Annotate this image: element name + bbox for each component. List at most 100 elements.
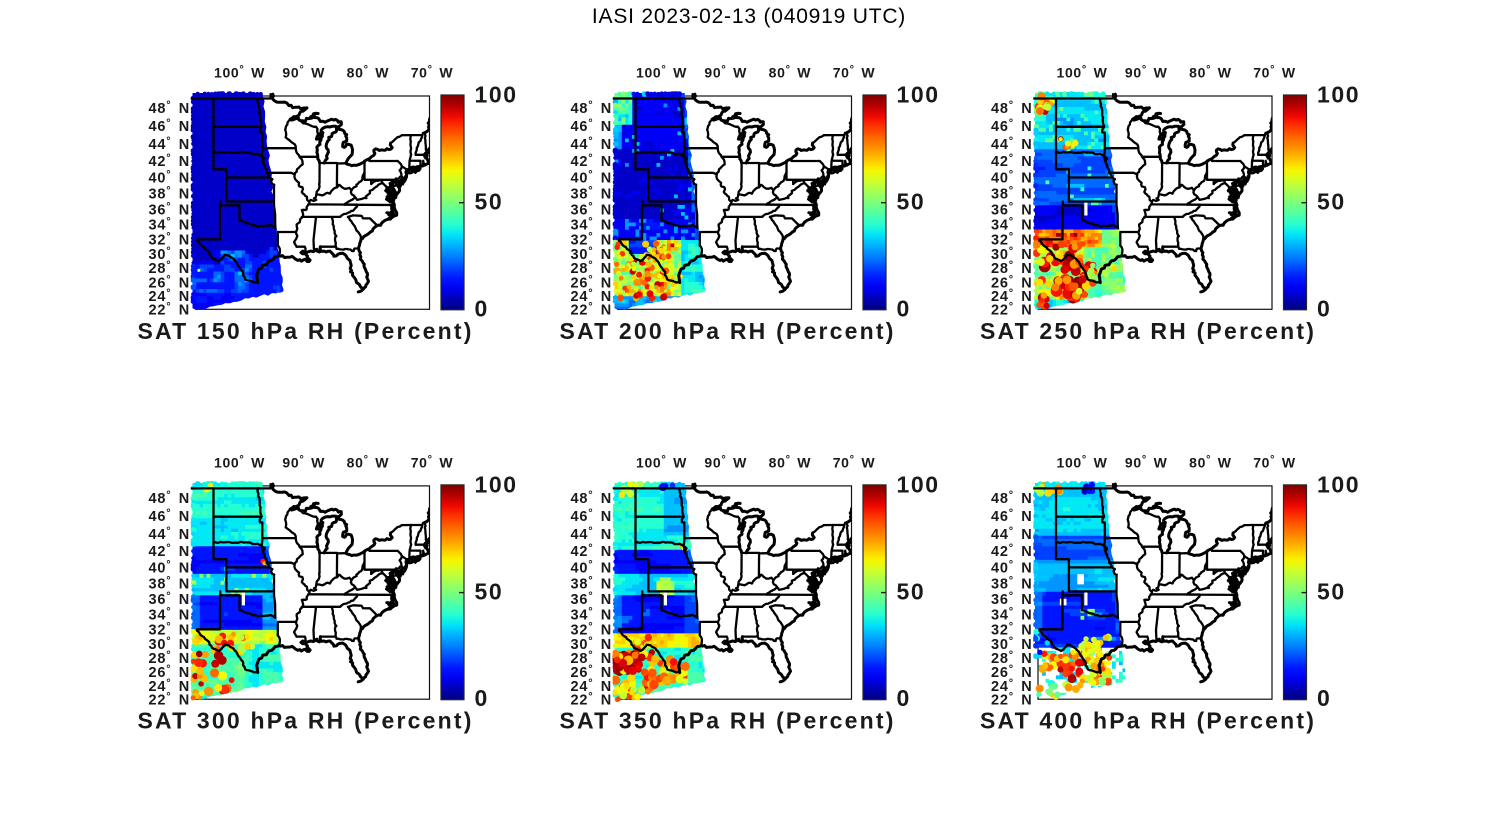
svg-text:80° W: 80° W [769, 454, 812, 471]
svg-text:90° W: 90° W [1125, 64, 1168, 81]
svg-text:80° W: 80° W [769, 64, 812, 81]
svg-text:30° N: 30° N [991, 246, 1033, 264]
svg-text:100: 100 [897, 471, 940, 497]
svg-text:34° N: 34° N [991, 606, 1033, 624]
svg-text:26° N: 26° N [991, 664, 1033, 682]
svg-text:30° N: 30° N [570, 635, 612, 653]
svg-text:26° N: 26° N [148, 664, 190, 682]
svg-text:100: 100 [475, 471, 518, 497]
svg-text:38° N: 38° N [570, 575, 612, 593]
svg-text:100: 100 [1317, 82, 1360, 108]
svg-text:80° W: 80° W [1189, 454, 1232, 471]
svg-text:100° W: 100° W [1056, 64, 1107, 81]
svg-text:32° N: 32° N [148, 621, 190, 639]
svg-text:36° N: 36° N [991, 591, 1033, 609]
svg-text:0: 0 [897, 295, 911, 321]
svg-text:24° N: 24° N [991, 677, 1033, 695]
svg-text:0: 0 [897, 685, 911, 711]
svg-text:48° N: 48° N [570, 99, 612, 117]
svg-text:28° N: 28° N [148, 650, 190, 668]
svg-text:38° N: 38° N [148, 185, 190, 203]
svg-text:48° N: 48° N [148, 99, 190, 117]
svg-text:26° N: 26° N [991, 274, 1033, 292]
svg-text:22° N: 22° N [570, 691, 612, 709]
svg-text:44° N: 44° N [991, 135, 1033, 153]
svg-text:SAT 300 hPa RH (Percent): SAT 300 hPa RH (Percent) [137, 708, 473, 734]
svg-text:24° N: 24° N [148, 677, 190, 695]
svg-text:0: 0 [475, 685, 489, 711]
svg-text:42° N: 42° N [148, 153, 190, 171]
svg-text:80° W: 80° W [347, 454, 390, 471]
svg-text:46° N: 46° N [570, 118, 612, 136]
svg-text:34° N: 34° N [570, 216, 612, 234]
svg-text:0: 0 [475, 295, 489, 321]
svg-text:32° N: 32° N [148, 231, 190, 249]
svg-text:100° W: 100° W [214, 454, 265, 471]
svg-text:SAT 350 hPa RH (Percent): SAT 350 hPa RH (Percent) [559, 708, 895, 734]
svg-text:32° N: 32° N [991, 231, 1033, 249]
svg-text:34° N: 34° N [991, 216, 1033, 234]
svg-text:50: 50 [475, 579, 504, 605]
svg-text:50: 50 [475, 189, 504, 215]
svg-text:100: 100 [897, 82, 940, 108]
svg-text:44° N: 44° N [991, 525, 1033, 543]
svg-text:24° N: 24° N [570, 677, 612, 695]
svg-text:42° N: 42° N [570, 542, 612, 560]
svg-text:24° N: 24° N [991, 288, 1033, 306]
svg-text:48° N: 48° N [570, 489, 612, 507]
svg-text:90° W: 90° W [282, 64, 325, 81]
svg-text:100: 100 [475, 82, 518, 108]
svg-text:100: 100 [1317, 471, 1360, 497]
svg-text:SAT 250 hPa RH (Percent): SAT 250 hPa RH (Percent) [980, 318, 1316, 344]
svg-text:46° N: 46° N [991, 508, 1033, 526]
svg-text:32° N: 32° N [570, 621, 612, 639]
svg-text:32° N: 32° N [570, 231, 612, 249]
svg-text:70° W: 70° W [833, 454, 876, 471]
svg-text:36° N: 36° N [148, 201, 190, 219]
svg-text:90° W: 90° W [704, 454, 747, 471]
svg-text:46° N: 46° N [991, 118, 1033, 136]
svg-text:40° N: 40° N [991, 169, 1033, 187]
svg-text:50: 50 [1317, 189, 1346, 215]
svg-text:42° N: 42° N [991, 542, 1033, 560]
svg-text:90° W: 90° W [282, 454, 325, 471]
svg-text:28° N: 28° N [570, 260, 612, 278]
svg-text:30° N: 30° N [148, 635, 190, 653]
svg-text:36° N: 36° N [991, 201, 1033, 219]
svg-text:50: 50 [897, 189, 926, 215]
svg-text:24° N: 24° N [570, 288, 612, 306]
svg-text:38° N: 38° N [991, 185, 1033, 203]
svg-text:28° N: 28° N [991, 650, 1033, 668]
svg-text:28° N: 28° N [148, 260, 190, 278]
svg-text:50: 50 [897, 579, 926, 605]
svg-text:70° W: 70° W [1253, 454, 1296, 471]
svg-text:40° N: 40° N [570, 169, 612, 187]
svg-text:32° N: 32° N [991, 621, 1033, 639]
svg-text:26° N: 26° N [570, 664, 612, 682]
svg-text:SAT 400 hPa RH (Percent): SAT 400 hPa RH (Percent) [980, 708, 1316, 734]
svg-text:30° N: 30° N [570, 246, 612, 264]
svg-text:70° W: 70° W [411, 64, 454, 81]
svg-text:34° N: 34° N [148, 216, 190, 234]
svg-text:46° N: 46° N [148, 508, 190, 526]
svg-text:0: 0 [1317, 685, 1331, 711]
svg-text:38° N: 38° N [148, 575, 190, 593]
svg-text:0: 0 [1317, 295, 1331, 321]
svg-text:40° N: 40° N [570, 559, 612, 577]
svg-text:40° N: 40° N [148, 169, 190, 187]
svg-text:46° N: 46° N [148, 118, 190, 136]
svg-text:44° N: 44° N [148, 525, 190, 543]
svg-text:100° W: 100° W [636, 454, 687, 471]
svg-text:22° N: 22° N [570, 301, 612, 319]
svg-text:90° W: 90° W [704, 64, 747, 81]
svg-text:22° N: 22° N [991, 691, 1033, 709]
svg-text:22° N: 22° N [148, 301, 190, 319]
svg-text:80° W: 80° W [1189, 64, 1232, 81]
svg-text:50: 50 [1317, 579, 1346, 605]
svg-text:90° W: 90° W [1125, 454, 1168, 471]
svg-text:70° W: 70° W [1253, 64, 1296, 81]
svg-text:SAT 150 hPa RH (Percent): SAT 150 hPa RH (Percent) [137, 318, 473, 344]
svg-text:36° N: 36° N [570, 591, 612, 609]
svg-text:42° N: 42° N [991, 153, 1033, 171]
svg-text:44° N: 44° N [148, 135, 190, 153]
